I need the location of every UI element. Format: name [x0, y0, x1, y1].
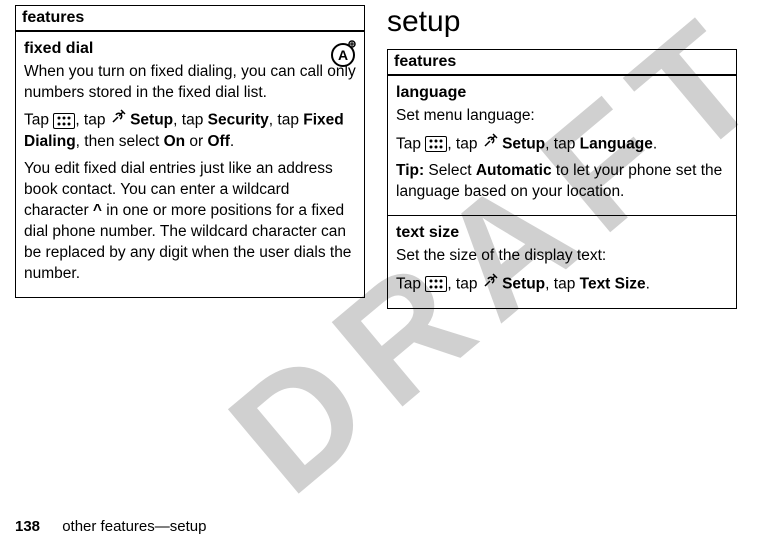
feature-row: text size Set the size of the display tex…: [388, 216, 736, 307]
bold-term: Language: [580, 135, 653, 152]
feature-title: text size: [396, 222, 728, 244]
right-column: setup features language Set menu language…: [387, 5, 737, 309]
body-text: or: [185, 133, 207, 150]
setup-heading: setup: [387, 5, 737, 39]
bold-term: Text Size: [580, 275, 646, 292]
feature-title: fixed dial: [24, 38, 356, 60]
body-text: , tap: [447, 275, 481, 292]
footer-text: other features—setup: [62, 518, 206, 535]
apps-icon: [425, 136, 447, 152]
operator-badge-icon: A: [328, 38, 358, 68]
apps-icon: [425, 276, 447, 292]
setup-tools-icon: [110, 109, 126, 132]
body-text: , tap: [447, 135, 481, 152]
body-text: Set menu language:: [396, 107, 535, 124]
body-text: Set the size of the display text:: [396, 247, 606, 264]
page-footer: 138 other features—setup: [15, 518, 206, 535]
body-text: .: [653, 135, 657, 152]
body-text: , tap: [269, 112, 303, 129]
body-text: , tap: [173, 112, 207, 129]
setup-tools-icon: [482, 273, 498, 296]
page-columns: features fixed dial When you turn on fixe…: [0, 0, 759, 309]
svg-text:A: A: [338, 47, 348, 63]
bold-term: Setup: [130, 112, 173, 129]
body-text: , then select: [76, 133, 164, 150]
body-text: .: [646, 275, 650, 292]
body-text: Tap: [396, 275, 425, 292]
left-column: features fixed dial When you turn on fixe…: [15, 5, 365, 309]
body-text: Tap: [396, 135, 425, 152]
body-text: Tap: [24, 112, 53, 129]
apps-icon: [53, 113, 75, 129]
body-text: Select: [424, 162, 476, 179]
table-header-left: features: [16, 6, 364, 32]
bold-term: Setup: [502, 275, 545, 292]
bold-term: Tip:: [396, 162, 424, 179]
bold-term: On: [164, 133, 186, 150]
bold-term: Security: [208, 112, 269, 129]
bold-term: ^: [93, 202, 102, 219]
body-text: , tap: [75, 112, 109, 129]
features-table-left: features fixed dial When you turn on fixe…: [15, 5, 365, 298]
bold-term: Automatic: [476, 162, 552, 179]
bold-term: Setup: [502, 135, 545, 152]
feature-title: language: [396, 82, 728, 104]
features-table-right: features language Set menu language: Tap ,…: [387, 49, 737, 309]
feature-row: fixed dial When you turn on fixed dialing…: [16, 32, 364, 297]
bold-term: Off: [208, 133, 230, 150]
body-text: .: [230, 133, 234, 150]
feature-row: language Set menu language: Tap , tap Setu…: [388, 76, 736, 216]
page-number: 138: [15, 518, 40, 535]
body-text: When you turn on fixed dialing, you can …: [24, 63, 356, 101]
table-header-right: features: [388, 50, 736, 76]
body-text: , tap: [545, 135, 579, 152]
body-text: , tap: [545, 275, 579, 292]
setup-tools-icon: [482, 133, 498, 156]
